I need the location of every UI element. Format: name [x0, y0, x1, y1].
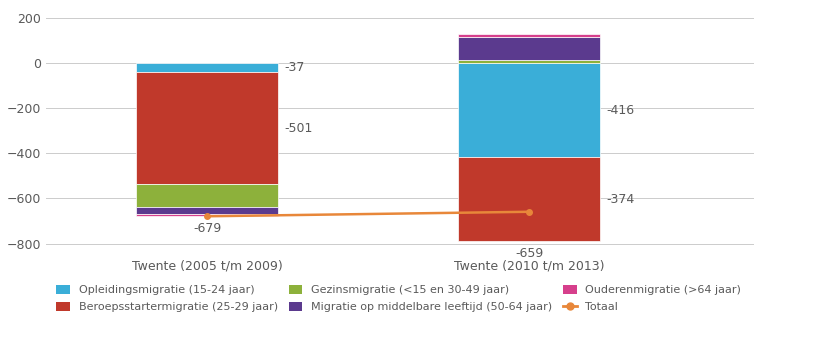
Text: -659: -659: [515, 247, 543, 260]
Bar: [137, 63, 278, 72]
Text: -679: -679: [193, 222, 221, 235]
Bar: [137, 207, 278, 214]
Bar: [137, 185, 278, 207]
Bar: [458, 63, 600, 157]
Legend: Opleidingsmigratie (15-24 jaar), Beroepsstartermigratie (25-29 jaar), Gezinsmigr: Opleidingsmigratie (15-24 jaar), Beroeps…: [52, 280, 746, 317]
Bar: [458, 34, 600, 37]
Bar: [137, 72, 278, 185]
Bar: [458, 157, 600, 241]
Text: -416: -416: [607, 104, 635, 116]
Text: -374: -374: [607, 193, 635, 206]
Text: -501: -501: [285, 122, 313, 135]
Bar: [458, 60, 600, 63]
Bar: [458, 37, 600, 60]
Text: -37: -37: [285, 61, 305, 74]
Bar: [137, 214, 278, 216]
